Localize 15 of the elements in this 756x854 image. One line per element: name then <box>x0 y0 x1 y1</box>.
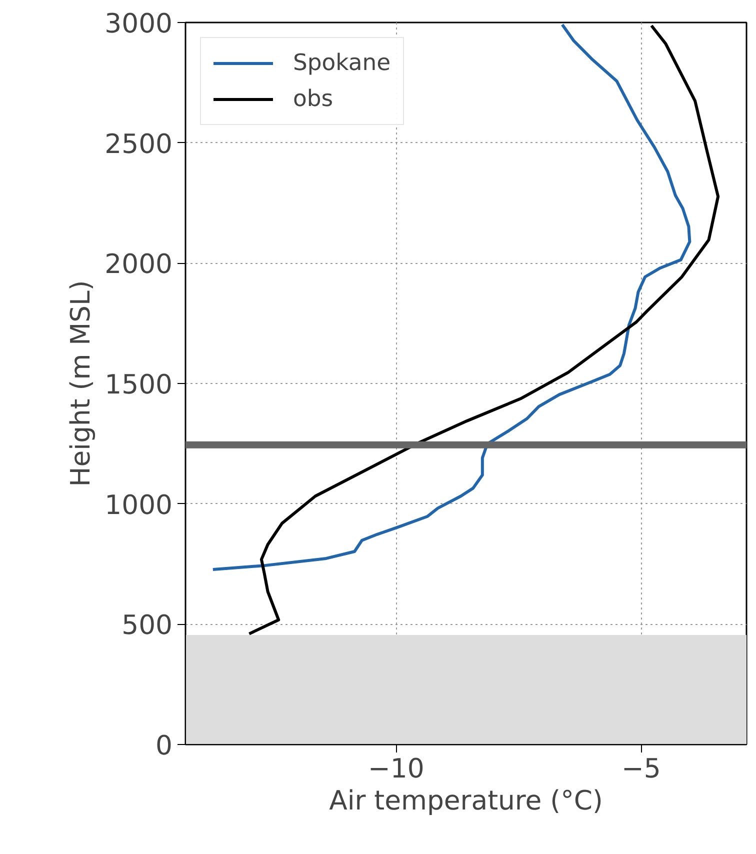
line-series <box>211 23 692 572</box>
legend-label: Spokane <box>293 50 391 76</box>
y-tick-label: 500 <box>122 610 173 642</box>
x-axis-title: Air temperature (°C) <box>329 786 603 816</box>
y-tick-label: 2000 <box>104 249 173 280</box>
x-tick-label: −10 <box>368 754 424 784</box>
x-tick-label: −5 <box>622 754 661 784</box>
line-series <box>248 24 720 636</box>
y-tick-label: 1500 <box>104 370 173 400</box>
y-tick-label: 1000 <box>104 490 173 521</box>
y-tick-label: 0 <box>156 730 173 762</box>
y-axis-title: Height (m MSL) <box>66 280 97 487</box>
legend-label: obs <box>293 86 334 112</box>
y-tick-label: 2500 <box>104 128 173 160</box>
y-tick-label: 3000 <box>104 8 173 40</box>
